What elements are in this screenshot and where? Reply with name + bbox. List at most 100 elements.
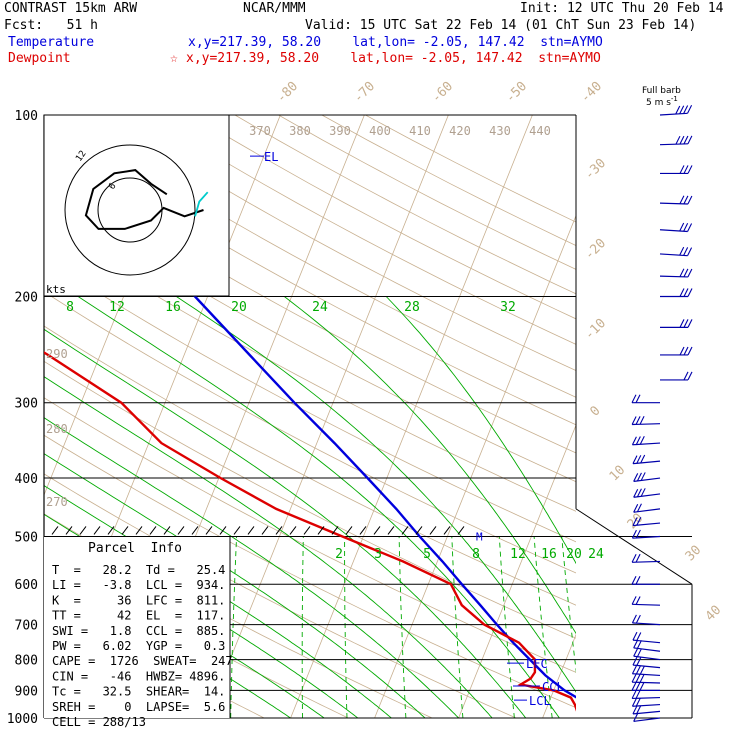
dry-adiabat-line — [365, 115, 576, 223]
wind-barb-feather — [675, 105, 681, 115]
dry-adiabat-line — [44, 225, 576, 512]
wind-barb-feather — [635, 674, 641, 683]
wind-barb-feather — [687, 165, 693, 174]
el-label: EL — [264, 150, 278, 164]
theta-e-label: 370 — [249, 124, 271, 138]
hodograph-frame — [43, 114, 230, 297]
wind-barb-feather — [636, 516, 642, 526]
level-hatch-mark — [219, 526, 227, 535]
wind-barb-feather — [683, 371, 689, 381]
mixing-ratio-label: 24 — [588, 547, 604, 562]
isotherm-label: 0 — [587, 403, 603, 419]
wind-barb-feather — [683, 346, 689, 356]
header-org: NCAR/MMM — [243, 1, 306, 16]
wind-barb-staff — [632, 681, 661, 684]
wind-barb-feather — [633, 473, 639, 482]
level-hatch-mark — [387, 526, 395, 535]
wind-barb-feather — [636, 632, 642, 641]
barb-key-units: 5 m s-1 — [646, 95, 678, 108]
mixing-ratio-label: 12 — [109, 300, 125, 315]
wind-barb-feather — [687, 268, 693, 278]
wind-barb-feather — [640, 454, 646, 464]
wind-barb-feather — [635, 596, 641, 605]
isotherm-label: -40 — [578, 79, 605, 106]
mixing-ratio-line — [451, 536, 464, 718]
level-hatch-mark — [247, 526, 255, 535]
wind-barb-feather — [632, 656, 638, 666]
isotherm-line — [458, 424, 576, 718]
level-hatch-mark — [275, 526, 283, 535]
mixing-ratio-label: 8 — [472, 547, 480, 562]
mixing-ratio-line — [230, 536, 238, 718]
dry-adiabat-line — [44, 291, 576, 574]
hodograph-outer-ring — [64, 144, 196, 276]
wind-barb-feather — [636, 648, 642, 657]
wind-barb-feather — [640, 488, 646, 497]
wind-barb-staff — [632, 423, 661, 426]
mixing-ratio-line — [533, 536, 553, 718]
level-hatch-mark — [317, 526, 325, 535]
theta-e-side-label: 290 — [46, 347, 68, 361]
wind-barb-feather — [639, 682, 645, 691]
wind-barb-feather — [679, 195, 685, 204]
dry-adiabat-line — [321, 115, 576, 246]
parcel-row: CIN = -46 HWBZ= 4896. — [52, 669, 225, 683]
wind-barb-feather — [631, 665, 637, 674]
isotherm-label: 10 — [607, 463, 629, 485]
isotherm-line — [711, 115, 740, 718]
wind-barb-staff — [632, 603, 661, 606]
legend-temperature-location: x,y=217.39, 58.20 lat,lon= -2.05, 147.42… — [188, 35, 603, 50]
parcel-row: PW = 6.02 YGP = 0.3 — [52, 639, 225, 653]
wind-barb-feather — [635, 436, 641, 445]
wind-barb-feather — [635, 690, 641, 699]
wind-barb-staff — [633, 655, 661, 661]
wind-barb-feather — [631, 394, 637, 403]
wind-barb-staff — [659, 275, 688, 278]
wind-barb-feather — [683, 222, 689, 232]
plot-right-edge — [575, 508, 693, 585]
level-hatch-mark — [401, 526, 409, 535]
level-hatch-mark — [373, 526, 381, 535]
hodograph-trace — [84, 169, 204, 230]
wind-barb-staff — [632, 664, 661, 669]
legend-dewpoint-star-icon: ☆ — [170, 51, 178, 66]
dry-adiabat-line — [44, 397, 576, 673]
level-hatch-mark — [51, 526, 59, 535]
isotherm-label: -10 — [582, 316, 609, 343]
wind-barb-feather — [631, 673, 637, 683]
wind-barb-feather — [631, 614, 637, 624]
pressure-label: 600 — [15, 578, 38, 593]
wind-barb-feather — [683, 105, 689, 114]
wind-barb-feather — [683, 135, 689, 145]
dry-adiabat-line — [60, 115, 576, 398]
mixing-ratio-label: 2 — [335, 547, 343, 562]
header-valid: Valid: 15 UTC Sat 22 Feb 14 (01 ChT Sun … — [305, 18, 697, 33]
wind-barb-staff — [659, 112, 688, 116]
wind-barb-feather — [679, 319, 685, 328]
isotherm-label: 30 — [683, 543, 705, 565]
level-hatch-mark — [303, 526, 311, 535]
theta-e-label: 420 — [449, 124, 471, 138]
wind-barb-feather — [631, 554, 637, 563]
wind-barb-feather — [636, 705, 642, 714]
parcel-row: Tc = 32.5 SHEAR= 14. — [52, 685, 225, 699]
parcel-title: Parcel Info — [88, 541, 182, 556]
pressure-label: 1000 — [7, 712, 38, 727]
hodograph-kts-label: kts — [46, 283, 66, 296]
moist-adiabat-line — [385, 296, 576, 565]
dry-adiabat-line — [104, 115, 576, 371]
isotherm-label: 40 — [703, 603, 725, 625]
wind-barb-feather — [631, 682, 637, 691]
theta-e-label: 380 — [289, 124, 311, 138]
wind-barb-feather — [636, 503, 642, 513]
level-hatch-mark — [415, 526, 423, 535]
parcel-row: LI = -3.8 LCL = 934. — [52, 578, 225, 592]
mixing-ratio-label: 20 — [566, 547, 582, 562]
wind-barb-feather — [687, 135, 693, 145]
isotherm-line — [374, 214, 576, 718]
dry-adiabat-line — [278, 115, 576, 270]
level-hatch-mark — [177, 526, 185, 535]
wind-barb-feather — [635, 529, 641, 539]
level-hatch-mark — [121, 526, 129, 535]
isotherm-label: -30 — [582, 156, 609, 183]
